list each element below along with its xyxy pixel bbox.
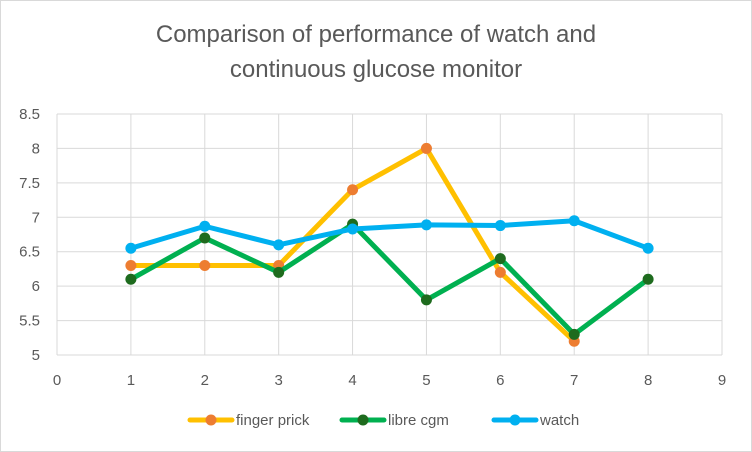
x-tick-label: 2 <box>201 372 209 389</box>
series-line <box>128 218 651 251</box>
legend-marker-swatch <box>509 414 521 426</box>
data-point <box>273 239 285 251</box>
data-point <box>494 253 506 265</box>
data-point <box>347 184 359 196</box>
legend-label: watch <box>539 412 579 429</box>
legend-marker-swatch <box>357 414 369 426</box>
data-point <box>273 266 285 278</box>
legend-label: libre cgm <box>388 412 449 429</box>
x-tick-label: 1 <box>127 372 135 389</box>
x-tick-label: 5 <box>422 372 430 389</box>
data-point <box>568 328 580 340</box>
chart-title-line-1: Comparison of performance of watch and <box>155 21 597 48</box>
legend-item-libre-cgm: libre cgm <box>339 412 449 429</box>
y-tick-label: 5.5 <box>19 313 40 330</box>
data-point <box>199 220 211 232</box>
x-tick-label: 8 <box>644 372 652 389</box>
data-series <box>125 142 654 347</box>
data-point <box>199 232 211 244</box>
data-point <box>199 259 211 271</box>
data-point <box>420 294 432 306</box>
data-point <box>420 142 432 154</box>
legend-item-finger-prick: finger prick <box>187 412 310 429</box>
y-tick-label: 8 <box>32 140 40 157</box>
x-tick-label: 0 <box>53 372 61 389</box>
legend: finger prick libre cgm watch <box>187 412 579 429</box>
chart-title: Comparison of performance of watch and c… <box>1 17 751 87</box>
legend-marker-swatch <box>205 414 217 426</box>
chart-title-line-2: continuous glucose monitor <box>229 56 523 83</box>
gridlines <box>56 113 723 356</box>
x-tick-label: 7 <box>570 372 578 389</box>
data-point <box>420 219 432 231</box>
data-point <box>568 215 580 227</box>
legend-label: finger prick <box>236 412 310 429</box>
data-point <box>125 259 137 271</box>
y-tick-label: 7 <box>32 209 40 226</box>
data-point <box>494 220 506 232</box>
data-point <box>125 273 137 285</box>
axis-tick-labels: 5 5.5 6 6.5 7 7.5 8 8.5 0 1 2 3 4 5 6 7 8 9 <box>19 106 726 389</box>
y-tick-label: 5 <box>32 347 40 364</box>
x-tick-label: 3 <box>274 372 282 389</box>
series-watch <box>125 215 654 254</box>
x-tick-label: 9 <box>718 372 726 389</box>
data-point <box>125 242 137 254</box>
data-point <box>347 223 359 235</box>
y-tick-label: 7.5 <box>19 175 40 192</box>
x-tick-label: 4 <box>348 372 356 389</box>
series-libre-cgm <box>125 218 654 340</box>
y-tick-label: 6 <box>32 278 40 295</box>
data-point <box>494 266 506 278</box>
y-tick-label: 6.5 <box>19 244 40 261</box>
y-tick-label: 8.5 <box>19 106 40 123</box>
data-point <box>642 273 654 285</box>
series-finger-prick <box>125 142 580 347</box>
series-line <box>128 221 651 337</box>
data-point <box>642 242 654 254</box>
x-tick-label: 6 <box>496 372 504 389</box>
legend-item-watch: watch <box>491 412 579 429</box>
